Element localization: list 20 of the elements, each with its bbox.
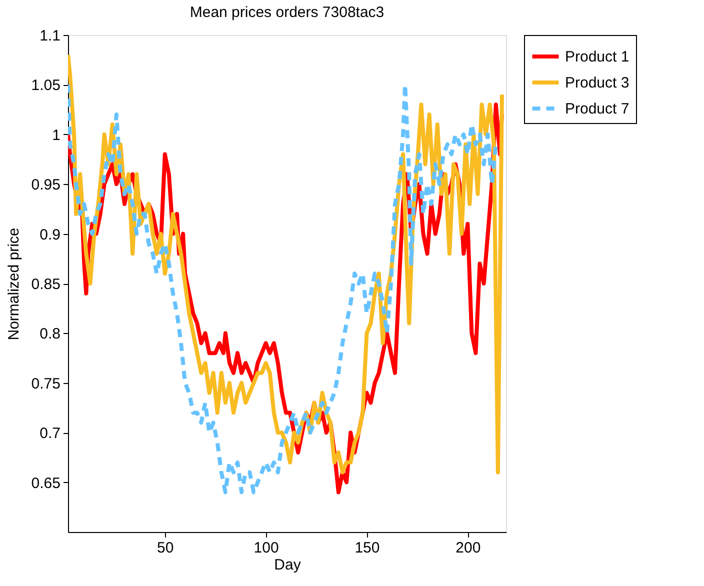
- y-tick-label: 0.65: [31, 474, 60, 492]
- y-tick-label: 0.7: [40, 425, 60, 442]
- y-tick-label: 1.05: [31, 77, 60, 94]
- y-tick-label: 1: [52, 126, 60, 144]
- y-axis-title: Normalized price: [5, 228, 22, 340]
- y-tick-label: 0.8: [40, 326, 60, 343]
- legend-label: Product 3: [565, 74, 630, 92]
- x-tick-label: 150: [354, 540, 380, 556]
- legend-label: Product 1: [565, 48, 630, 66]
- x-tick-label: 200: [456, 540, 481, 556]
- y-tick-label: 1.1: [40, 28, 60, 44]
- y-tick-label: 0.9: [40, 226, 60, 244]
- y-tick-label: 0.85: [31, 276, 60, 293]
- x-axis-title: Day: [274, 556, 302, 574]
- x-tick-label: 50: [157, 540, 174, 556]
- y-tick-label: 0.75: [31, 375, 60, 392]
- x-tick-label: 100: [254, 540, 279, 556]
- y-tick-label: 0.95: [31, 176, 60, 194]
- legend-label: Product 7: [565, 100, 630, 118]
- chart-title: Mean prices orders 7308tac3: [190, 4, 384, 21]
